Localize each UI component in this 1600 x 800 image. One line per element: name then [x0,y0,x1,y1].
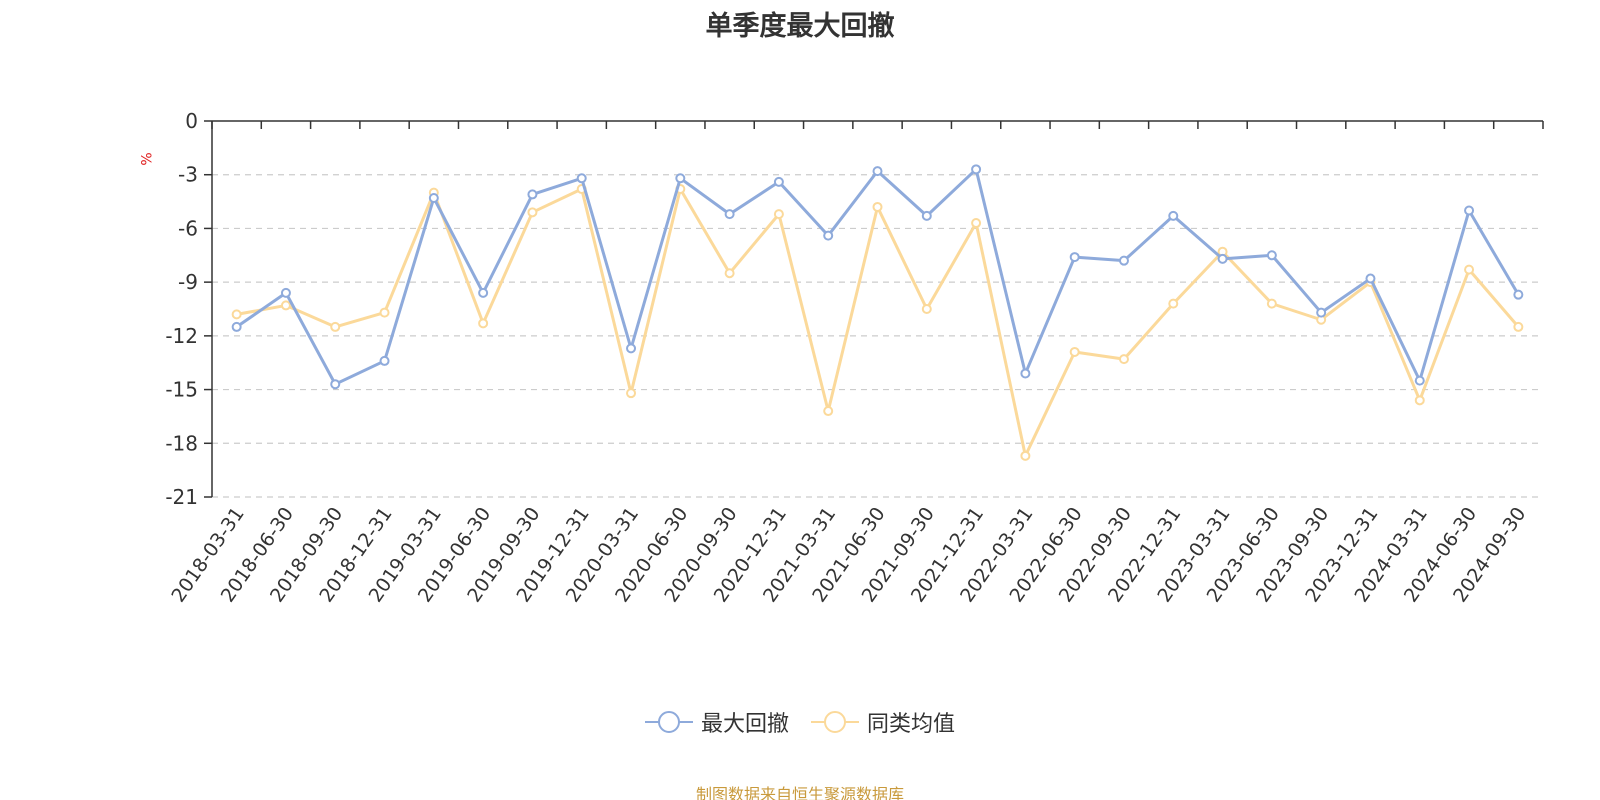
data-point [1069,346,1080,357]
data-point [527,207,538,218]
data-point [379,355,390,366]
y-tick-label: -3 [178,163,198,187]
data-point [773,209,784,220]
legend-label-series-1: 同类均值 [867,712,956,737]
data-point [626,343,637,354]
legend-symbol-series-0 [644,711,693,733]
data-point [971,218,982,229]
tick-labels: 0-3-6-9-12-15-18-212018-03-312018-06-302… [165,109,1530,606]
data-point [231,309,242,320]
line-chart: 0-3-6-9-12-15-18-212018-03-312018-06-302… [165,109,1544,606]
data-point [823,230,834,241]
data-point [1118,354,1129,365]
data-point [1464,205,1475,216]
legend: 最大回撤 同类均值 [0,706,1600,738]
data-point [1168,210,1179,221]
data-point [576,173,587,184]
legend-label-series-0: 最大回撤 [700,712,789,737]
data-point [379,307,390,318]
axes [204,120,1544,498]
data-point [1020,368,1031,379]
data-point [428,192,439,203]
data-point [1513,321,1524,332]
data-point [675,173,686,184]
data-point [921,304,932,314]
legend-item-series-0[interactable]: 最大回撤 [644,706,789,738]
y-tick-label: -18 [165,431,198,455]
data-point [1266,298,1277,309]
series-0 [231,164,1524,390]
data-point [724,209,735,220]
data-point [971,164,982,175]
data-point [527,189,538,200]
data-point [280,300,291,311]
data-point [1266,250,1277,261]
y-tick-label: -21 [165,485,198,509]
data-point [330,321,341,332]
data-point [231,321,242,332]
y-tick-label: -12 [165,324,198,348]
data-point [872,166,883,177]
y-tick-label: -9 [178,270,198,294]
data-point [1069,252,1080,263]
series-lines [231,164,1524,461]
legend-item-series-1[interactable]: 同类均值 [811,706,955,738]
data-point [1464,264,1475,275]
y-tick-label: 0 [185,109,198,133]
data-point [773,176,784,187]
data-point [478,318,489,329]
data-point [1365,273,1376,284]
chart-title: 单季度最大回撤 [705,11,895,42]
data-point [280,287,291,298]
data-point [1168,298,1179,309]
y-tick-label: -6 [178,216,198,240]
grid-lines [212,174,1543,498]
data-point [330,379,341,390]
data-point [823,406,834,417]
data-point [921,210,932,221]
legend-symbol-series-1 [811,711,859,733]
data-point [1513,289,1524,300]
y-tick-label: -15 [165,378,198,402]
data-point [1316,307,1327,318]
data-point [724,268,735,279]
data-point [1118,255,1129,266]
data-point [626,388,637,399]
data-point [1217,253,1228,264]
data-point [1414,395,1425,406]
data-point [872,201,883,212]
source-note: 制图数据来自恒生聚源数据库 [695,785,904,800]
series-line-1 [236,187,1520,458]
data-point [478,287,489,298]
data-point [1414,375,1425,386]
data-point [1020,450,1031,461]
